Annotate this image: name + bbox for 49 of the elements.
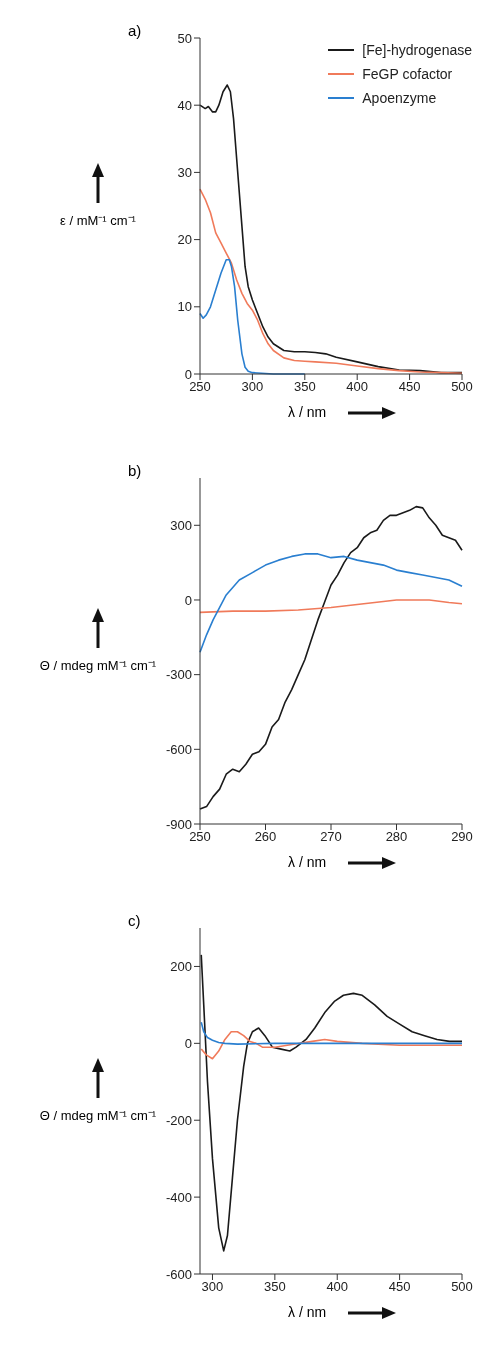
y-tick-label: 0 xyxy=(184,366,192,382)
y-axis-title: ε / mM⁻¹ cm⁻¹ xyxy=(60,213,136,228)
line-series xyxy=(200,1021,463,1045)
x-tick-label: 280 xyxy=(385,829,408,845)
x-tick-label: 250 xyxy=(189,379,211,395)
chart-title: c) xyxy=(128,912,141,929)
x-tick-label: 400 xyxy=(326,1279,349,1295)
x-tick-label: 270 xyxy=(320,829,342,845)
legend-label: [Fe]-hydrogenase xyxy=(362,41,472,60)
x-tick-label: 350 xyxy=(293,379,316,395)
y-tick-label: 40 xyxy=(177,97,192,113)
y-tick-label: -600 xyxy=(165,1266,192,1282)
y-tick-label: 10 xyxy=(177,299,192,315)
line-series xyxy=(199,505,463,810)
x-axis-title: λ / nm xyxy=(288,1304,327,1320)
x-tick-label: 250 xyxy=(189,829,211,845)
y-tick-label: -300 xyxy=(165,667,192,683)
y-tick-label: 20 xyxy=(177,232,192,248)
y-tick-label: 300 xyxy=(170,517,192,533)
y-tick-label: 200 xyxy=(170,959,192,975)
chart-title: b) xyxy=(128,462,142,479)
x-tick-label: 450 xyxy=(388,1279,411,1295)
y-axis-title: Θ / mdeg mM⁻¹ cm⁻¹ xyxy=(39,1108,157,1123)
y-tick-label: -600 xyxy=(165,741,192,757)
y-axis-title: Θ / mdeg mM⁻¹ cm⁻¹ xyxy=(39,658,157,673)
x-tick-label: 350 xyxy=(264,1279,286,1295)
y-tick-label: -400 xyxy=(165,1189,192,1205)
x-tick-label: 500 xyxy=(451,379,473,395)
line-series xyxy=(199,599,463,614)
y-tick-label: 0 xyxy=(184,592,192,608)
x-tick-label: 500 xyxy=(451,1279,473,1295)
legend-label: Apoenzyme xyxy=(362,89,437,108)
y-tick-label: 50 xyxy=(177,30,192,46)
x-axis-title: λ / nm xyxy=(288,854,327,870)
x-tick-label: 290 xyxy=(451,829,473,845)
line-series xyxy=(200,954,463,1252)
chart-title: a) xyxy=(128,22,142,39)
x-tick-label: 260 xyxy=(254,829,277,845)
y-tick-label: -200 xyxy=(165,1112,192,1128)
x-tick-label: 400 xyxy=(346,379,369,395)
y-tick-label: -900 xyxy=(165,816,192,832)
y-tick-label: 30 xyxy=(177,165,192,181)
x-tick-label: 300 xyxy=(201,1279,224,1295)
line-series xyxy=(200,1031,463,1060)
legend-label: FeGP cofactor xyxy=(362,65,453,84)
x-tick-label: 300 xyxy=(241,379,264,395)
x-axis-title: λ / nm xyxy=(288,404,327,420)
y-tick-label: 0 xyxy=(184,1035,192,1051)
x-tick-label: 450 xyxy=(398,379,421,395)
